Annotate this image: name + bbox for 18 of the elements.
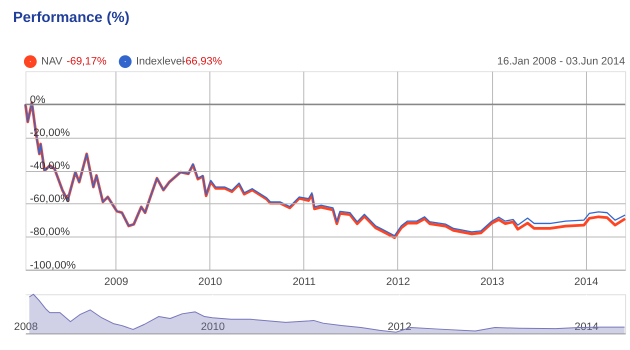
x-tick-label: 2011	[292, 276, 316, 288]
y-tick-label: -60,00%	[30, 193, 70, 206]
text: -69,17%	[66, 55, 108, 68]
y-tick-label: -80,00%	[30, 226, 70, 238]
x-tick-label: 2008	[14, 320, 38, 333]
legend-label: NAV	[41, 56, 64, 68]
x-tick-label: 2012	[386, 276, 410, 288]
y-tick-label: 0%	[30, 94, 46, 106]
y-tick-label: -100,00%	[30, 259, 76, 272]
chart-subtitle: 16.Jan 2008 - 03.Jun 2014	[497, 55, 626, 68]
chart-title: Performance (%)	[12, 10, 130, 26]
x-tick-label: 2013	[480, 276, 504, 288]
x-tick-label: 2014	[574, 276, 598, 288]
x-tick-label: 2010	[198, 276, 222, 288]
x-tick-label: 2012	[388, 320, 412, 333]
x-tick-label: 2010	[200, 320, 225, 333]
x-tick-label: 2009	[104, 276, 128, 288]
legend-label: Indexlevel	[136, 56, 184, 68]
